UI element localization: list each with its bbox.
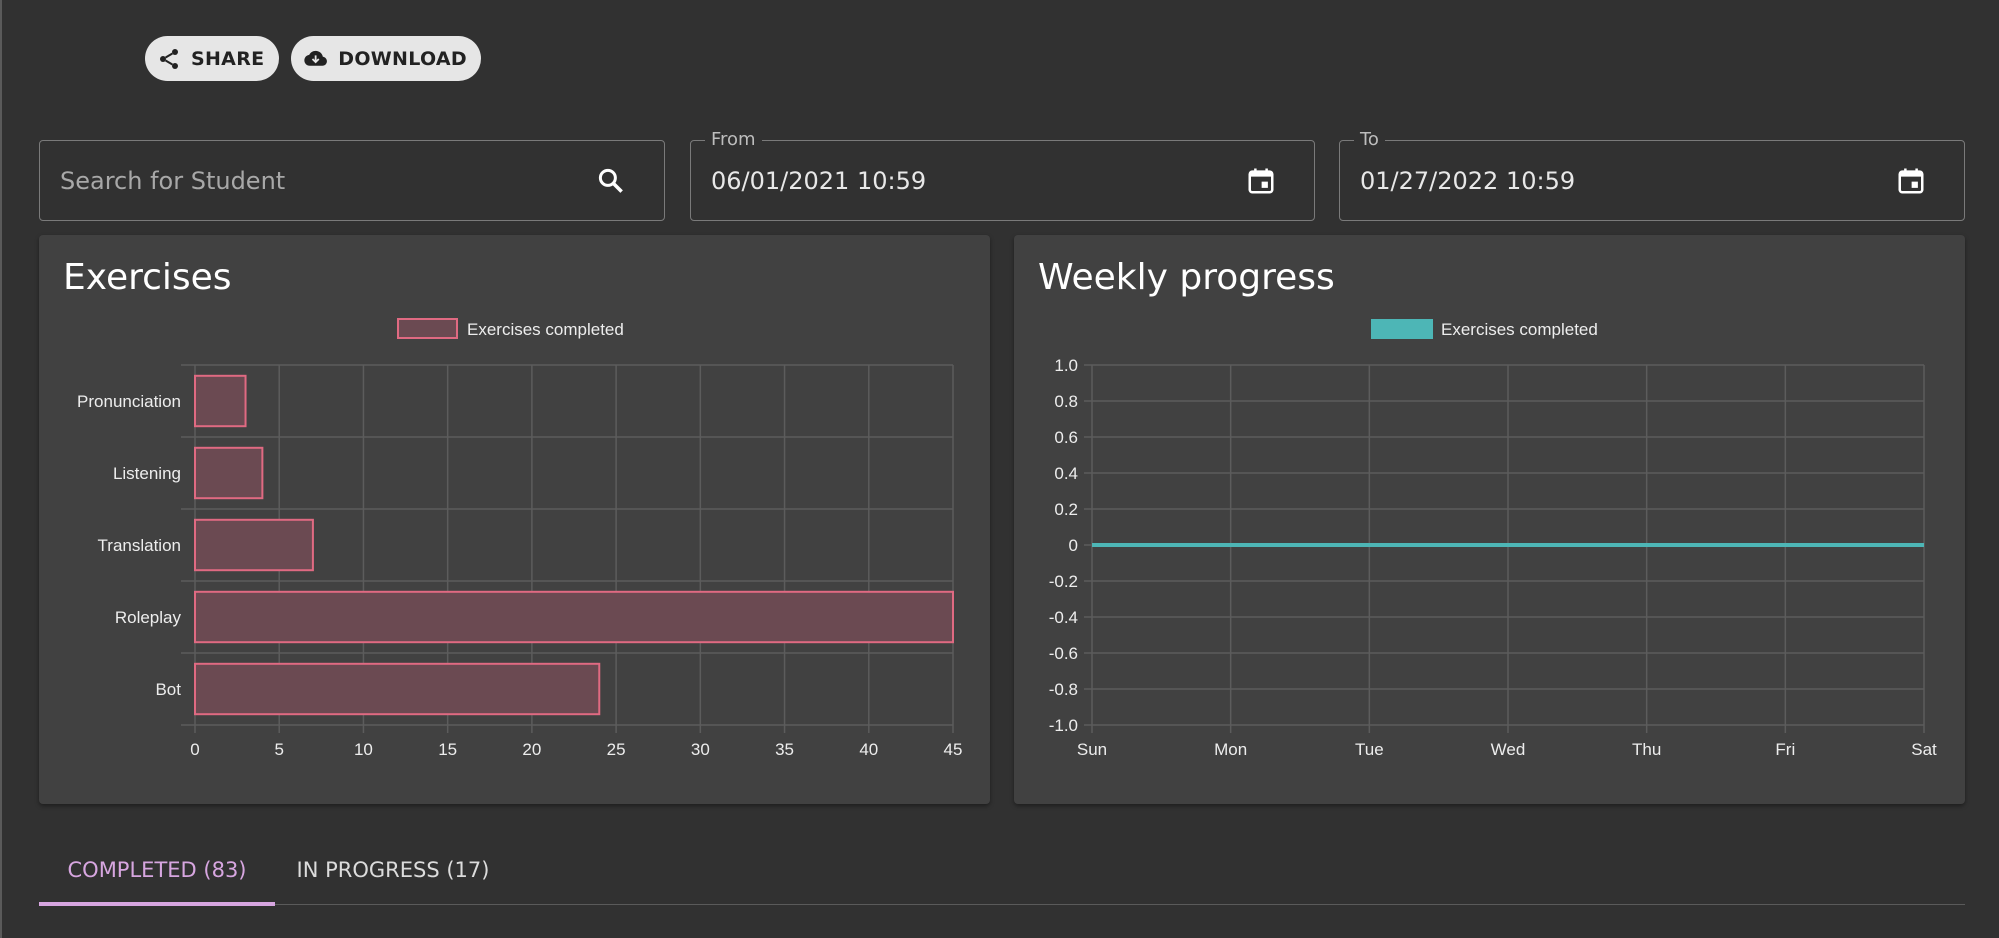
x-tick-label: 40 (859, 740, 878, 759)
y-tick-label: Bot (155, 680, 181, 699)
legend-label: Exercises completed (1441, 320, 1598, 339)
x-tick-label: Sat (1911, 740, 1937, 759)
y-tick-label: -0.4 (1049, 608, 1078, 627)
to-date-input[interactable]: 01/27/2022 10:59 (1360, 166, 1576, 195)
search-input[interactable]: Search for Student (60, 166, 286, 195)
x-tick-label: Wed (1491, 740, 1526, 759)
x-tick-label: 30 (691, 740, 710, 759)
exercises-title: Exercises (63, 257, 232, 298)
y-tick-label: -0.6 (1049, 644, 1078, 663)
download-button[interactable]: DOWNLOAD (291, 36, 481, 81)
from-date-field[interactable]: From 06/01/2021 10:59 (690, 129, 1315, 221)
x-tick-label: 45 (944, 740, 963, 759)
y-tick-label: Pronunciation (77, 392, 181, 411)
x-tick-label: Mon (1214, 740, 1247, 759)
x-tick-label: 0 (190, 740, 199, 759)
y-tick-label: -0.8 (1049, 680, 1078, 699)
legend-label: Exercises completed (467, 320, 624, 339)
cloud-download-icon (304, 50, 327, 66)
x-tick-label: Sun (1077, 740, 1107, 759)
y-tick-label: 0.2 (1054, 500, 1078, 519)
legend-swatch (1371, 319, 1433, 339)
y-tick-label: 0.4 (1054, 464, 1078, 483)
x-tick-label: 10 (354, 740, 373, 759)
y-tick-label: -1.0 (1049, 716, 1078, 735)
weekly-progress-title: Weekly progress (1038, 257, 1335, 298)
x-tick-label: 5 (274, 740, 283, 759)
y-tick-label: 0 (1069, 536, 1078, 555)
to-label: To (1354, 129, 1385, 150)
legend-swatch (397, 318, 458, 339)
y-tick-label: Translation (98, 536, 181, 555)
bar-bot (194, 662, 601, 716)
exercises-card: Exercises 0 5 10 15 20 25 30 35 40 45 Pronunciatio… (39, 235, 990, 804)
share-label: SHARE (191, 47, 265, 70)
bar-roleplay (194, 590, 954, 644)
y-tick-label: -0.2 (1049, 572, 1078, 591)
exercises-bar-chart: 0 5 10 15 20 25 30 35 40 45 Pronunciation Listening… (77, 318, 963, 759)
x-tick-label: 35 (775, 740, 794, 759)
active-tab-indicator (39, 902, 275, 906)
from-label: From (705, 129, 762, 150)
y-tick-label: 0.6 (1054, 428, 1078, 447)
tab-in-progress[interactable]: IN PROGRESS (17) (296, 858, 490, 882)
weekly-progress-card: Weekly progress 1.0 0.8 0.6 0.4 0.2 0 -0.2 -0.4… (1014, 235, 1965, 804)
exercise-status-tabs: COMPLETED (83) IN PROGRESS (17) (39, 835, 1965, 906)
weekly-progress-line-chart: 1.0 0.8 0.6 0.4 0.2 0 -0.2 -0.4 -0.6 -0.8 -1.0 Sun M… (1049, 319, 1937, 759)
x-tick-label: 15 (438, 740, 457, 759)
to-date-field[interactable]: To 01/27/2022 10:59 (1339, 129, 1965, 221)
download-label: DOWNLOAD (338, 47, 467, 70)
share-icon (160, 48, 178, 69)
tab-completed[interactable]: COMPLETED (83) (67, 858, 247, 882)
x-tick-label: Tue (1355, 740, 1384, 759)
calendar-icon[interactable] (1246, 141, 1276, 220)
x-tick-label: 20 (522, 740, 541, 759)
x-tick-label: Thu (1632, 740, 1661, 759)
y-tick-label: Roleplay (115, 608, 182, 627)
search-student-field[interactable]: Search for Student (39, 140, 665, 221)
y-tick-label: 0.8 (1054, 392, 1078, 411)
share-button[interactable]: SHARE (145, 36, 279, 81)
search-icon[interactable] (596, 141, 626, 220)
y-tick-label: 1.0 (1054, 356, 1078, 375)
bar-listening (194, 446, 264, 500)
from-date-input[interactable]: 06/01/2021 10:59 (711, 166, 927, 195)
calendar-icon[interactable] (1896, 141, 1926, 220)
y-tick-label: Listening (113, 464, 181, 483)
bar-translation (194, 518, 314, 572)
x-tick-label: Fri (1775, 740, 1795, 759)
x-tick-label: 25 (607, 740, 626, 759)
bar-pronunciation (194, 374, 247, 428)
